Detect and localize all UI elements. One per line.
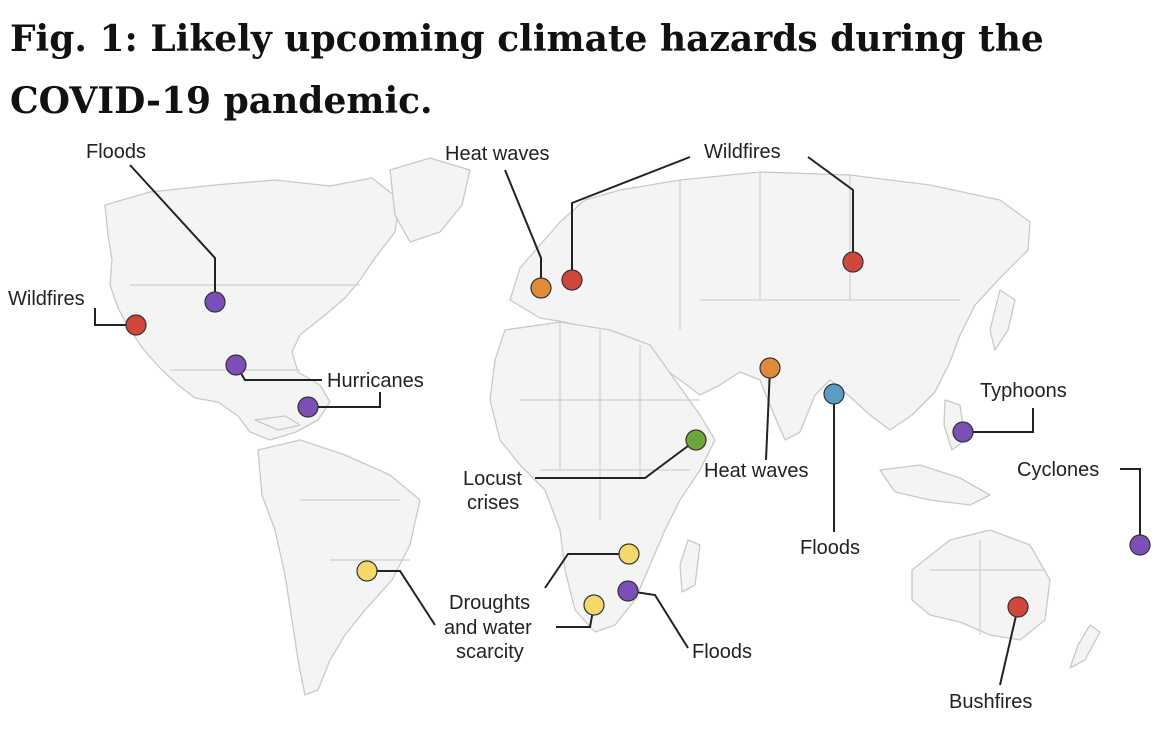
marker-droughts-af1	[618, 543, 640, 565]
label-floods-af: Floods	[692, 641, 752, 663]
label-hurricanes: Hurricanes	[327, 370, 424, 392]
leader-heat-in	[765, 367, 771, 461]
leader-wildfires-ru	[807, 156, 854, 262]
marker-cyclones	[1129, 534, 1151, 556]
marker-droughts-sa	[356, 560, 378, 582]
marker-floods-asia	[823, 383, 845, 405]
leader-locust	[535, 439, 697, 479]
marker-typhoons	[952, 421, 974, 443]
figure-title: Fig. 1: Likely upcoming climate hazards …	[10, 18, 1044, 122]
leader-typhoons	[963, 408, 1034, 433]
label-bushfires: Bushfires	[949, 691, 1032, 713]
label-wildfires-na: Wildfires	[8, 288, 85, 310]
marker-floods-na	[204, 291, 226, 313]
leader-wildfires-eu	[571, 156, 691, 280]
leader-droughts-af1	[544, 553, 629, 589]
marker-heat-waves-eu	[530, 277, 552, 299]
label-floods-asia: Floods	[800, 537, 860, 559]
marker-locust	[685, 429, 707, 451]
caribbean-shape	[254, 415, 301, 431]
leader-bushfires	[999, 606, 1019, 686]
world-landmass	[104, 157, 1101, 696]
label-droughts-line2: and water	[444, 617, 532, 639]
label-heat-waves-eu: Heat waves	[445, 143, 550, 165]
marker-heat-waves-in	[759, 357, 781, 379]
leader-floods-af	[627, 590, 689, 649]
label-droughts-line3: scarcity	[456, 641, 524, 663]
marker-hurricanes-caribbean	[297, 396, 319, 418]
marker-hurricanes-gulf	[225, 354, 247, 376]
label-locust-line1: Locust	[463, 468, 522, 490]
south-america-shape	[257, 439, 421, 696]
hazard-labels: Floods Wildfires Hurricanes Heat waves W…	[8, 141, 1099, 713]
leader-cyclones	[1120, 468, 1141, 545]
sea-islands-shape	[879, 464, 991, 506]
label-floods-na: Floods	[86, 141, 146, 163]
label-droughts-line1: Droughts	[449, 592, 530, 614]
label-wildfires-ru: Wildfires	[704, 141, 781, 163]
north-america-shape	[104, 177, 401, 441]
greenland-shape	[389, 157, 471, 243]
marker-droughts-af2	[583, 594, 605, 616]
label-locust-line2: crises	[467, 492, 519, 514]
new-zealand-shape	[1069, 624, 1101, 669]
madagascar-shape	[679, 539, 701, 593]
leader-droughts-sa	[367, 570, 436, 626]
marker-wildfires-ru	[842, 251, 864, 273]
leader-hurricanes-b	[308, 392, 381, 408]
australia-shape	[911, 529, 1051, 641]
marker-floods-af	[617, 580, 639, 602]
marker-wildfires-na	[125, 314, 147, 336]
marker-wildfires-eu	[561, 269, 583, 291]
marker-bushfires	[1007, 596, 1029, 618]
leader-wildfires-na	[94, 308, 136, 326]
label-cyclones: Cyclones	[1017, 459, 1099, 481]
japan-shape	[989, 289, 1016, 351]
label-typhoons: Typhoons	[980, 380, 1067, 402]
label-heat-waves-in: Heat waves	[704, 460, 809, 482]
leader-floods-na	[129, 164, 216, 302]
hazard-markers	[125, 251, 1151, 618]
